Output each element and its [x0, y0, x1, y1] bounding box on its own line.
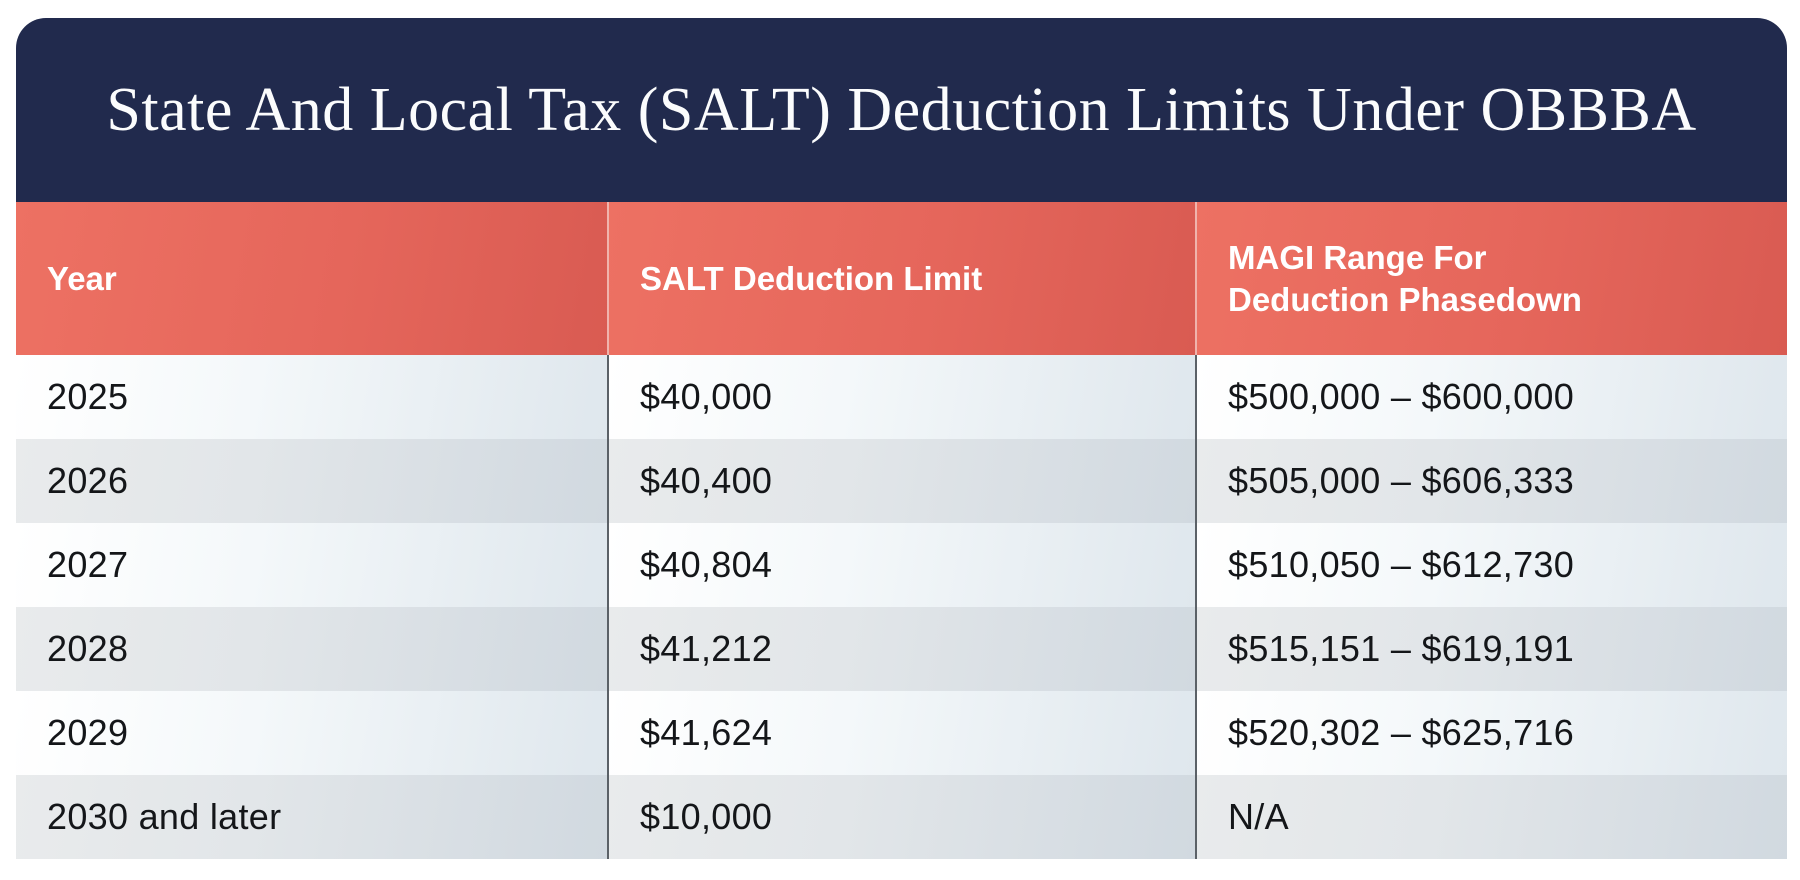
- header-label-year: Year: [47, 259, 117, 297]
- magi-range-cell: $515,151 – $619,191: [1195, 607, 1787, 691]
- table-row-2025: 2025 $40,000 $500,000 – $600,000: [16, 355, 1787, 439]
- header-label-salt-limit: SALT Deduction Limit: [640, 259, 983, 297]
- year-cell: 2028: [16, 607, 607, 691]
- table-header-row: Year SALT Deduction Limit MAGI Range For…: [16, 202, 1787, 355]
- table-row-2029: 2029 $41,624 $520,302 – $625,716: [16, 691, 1787, 775]
- header-cell-year: Year: [16, 202, 607, 355]
- page-title: State And Local Tax (SALT) Deduction Lim…: [106, 75, 1697, 144]
- salt-deduction-table-card: State And Local Tax (SALT) Deduction Lim…: [16, 18, 1787, 859]
- magi-range-cell: $510,050 – $612,730: [1195, 523, 1787, 607]
- header-label-magi-range: MAGI Range For Deduction Phasedown: [1228, 238, 1582, 318]
- header-cell-salt-limit: SALT Deduction Limit: [607, 202, 1195, 355]
- table-row-2027: 2027 $40,804 $510,050 – $612,730: [16, 523, 1787, 607]
- year-cell: 2026: [16, 439, 607, 523]
- table-row-2030-and-later: 2030 and later $10,000 N/A: [16, 775, 1787, 859]
- salt-limit-cell: $40,804: [607, 523, 1195, 607]
- magi-range-cell: N/A: [1195, 775, 1787, 859]
- table-row-2028: 2028 $41,212 $515,151 – $619,191: [16, 607, 1787, 691]
- year-cell: 2030 and later: [16, 775, 607, 859]
- magi-range-cell: $520,302 – $625,716: [1195, 691, 1787, 775]
- year-cell: 2029: [16, 691, 607, 775]
- magi-range-cell: $500,000 – $600,000: [1195, 355, 1787, 439]
- salt-limit-cell: $40,000: [607, 355, 1195, 439]
- title-band: State And Local Tax (SALT) Deduction Lim…: [16, 18, 1787, 202]
- magi-range-cell: $505,000 – $606,333: [1195, 439, 1787, 523]
- table-row-2026: 2026 $40,400 $505,000 – $606,333: [16, 439, 1787, 523]
- salt-limit-cell: $10,000: [607, 775, 1195, 859]
- year-cell: 2027: [16, 523, 607, 607]
- salt-limit-cell: $40,400: [607, 439, 1195, 523]
- year-cell: 2025: [16, 355, 607, 439]
- salt-limit-cell: $41,624: [607, 691, 1195, 775]
- salt-limit-cell: $41,212: [607, 607, 1195, 691]
- header-cell-magi-range: MAGI Range For Deduction Phasedown: [1195, 202, 1787, 355]
